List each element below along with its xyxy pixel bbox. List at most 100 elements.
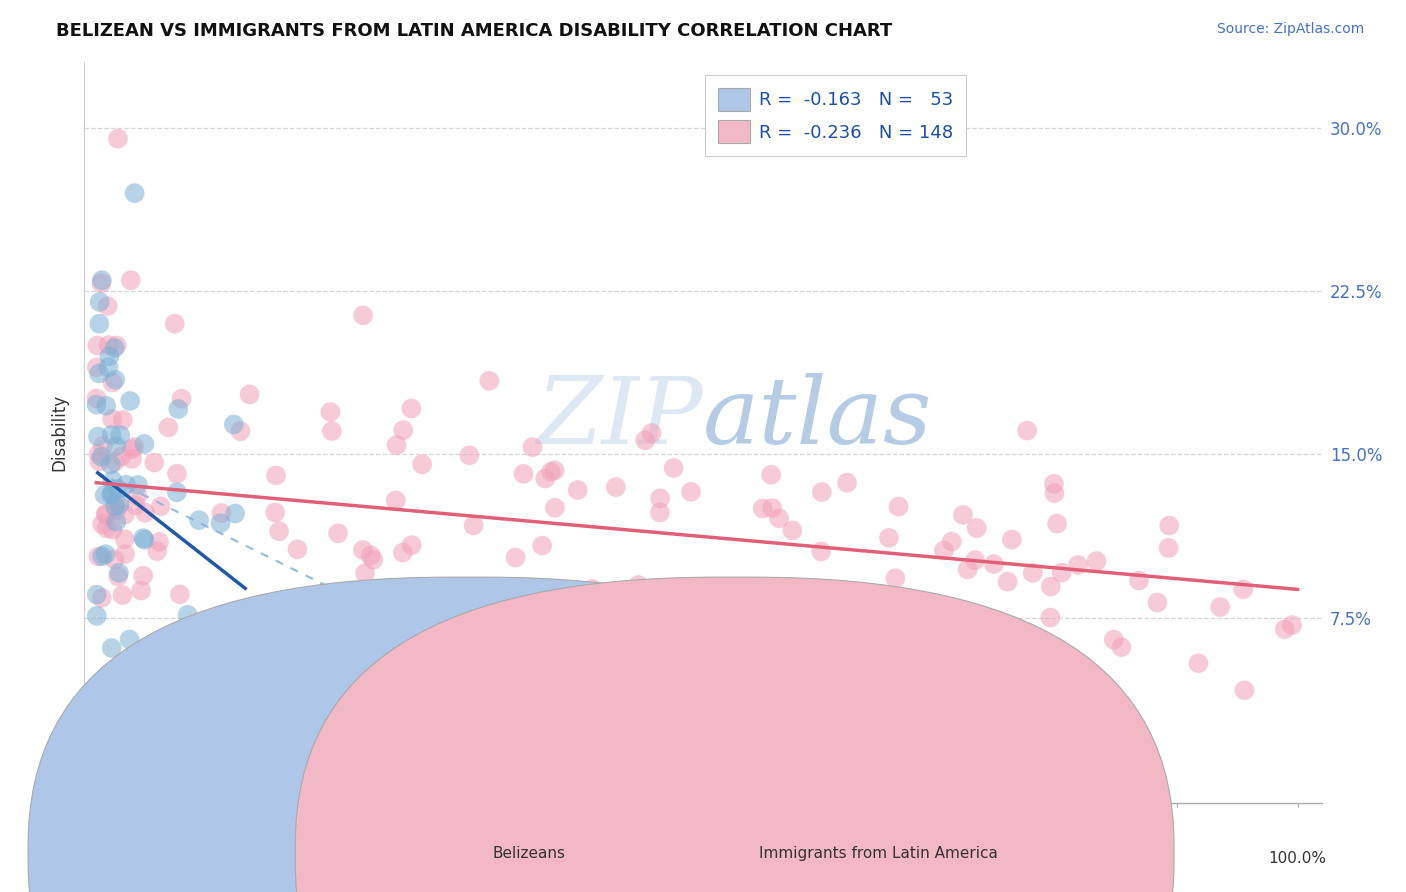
Point xyxy=(124,186,146,200)
Point xyxy=(89,295,111,310)
Point xyxy=(384,493,406,508)
Point xyxy=(1187,656,1209,670)
Point xyxy=(177,643,200,657)
Point xyxy=(132,531,155,545)
Point xyxy=(105,504,128,518)
Point xyxy=(97,338,120,352)
Point xyxy=(963,553,986,567)
Point xyxy=(120,654,142,668)
Text: BELIZEAN VS IMMIGRANTS FROM LATIN AMERICA DISABILITY CORRELATION CHART: BELIZEAN VS IMMIGRANTS FROM LATIN AMERIC… xyxy=(56,22,893,40)
Point xyxy=(458,448,481,462)
Point xyxy=(101,412,124,426)
Point xyxy=(86,588,108,602)
Point xyxy=(835,475,858,490)
Point xyxy=(105,338,128,352)
Point xyxy=(96,521,118,535)
Point xyxy=(1017,424,1039,438)
Point xyxy=(207,665,229,680)
Point xyxy=(107,482,129,496)
Point xyxy=(86,360,108,375)
Point xyxy=(90,276,112,290)
Point xyxy=(1232,582,1254,597)
Point xyxy=(120,394,142,409)
Point xyxy=(662,461,685,475)
Point xyxy=(1039,610,1062,624)
Point xyxy=(1157,541,1180,555)
Point xyxy=(134,533,156,547)
Text: Source: ZipAtlas.com: Source: ZipAtlas.com xyxy=(1216,22,1364,37)
Point xyxy=(1233,683,1256,698)
Point xyxy=(287,542,309,557)
Point xyxy=(1111,640,1133,654)
Point xyxy=(105,515,128,529)
Point xyxy=(679,484,702,499)
Point xyxy=(93,488,115,502)
Point xyxy=(87,447,110,461)
Point xyxy=(124,440,146,454)
Point xyxy=(114,508,136,522)
Point xyxy=(941,534,963,549)
Point xyxy=(114,547,136,561)
Point xyxy=(877,531,900,545)
Point xyxy=(121,442,143,457)
Point xyxy=(1092,684,1115,698)
Point xyxy=(188,513,211,527)
Point xyxy=(98,350,121,364)
Point xyxy=(149,500,172,514)
Point xyxy=(782,524,804,538)
Text: 100.0%: 100.0% xyxy=(1268,851,1327,866)
Point xyxy=(86,398,108,412)
Point xyxy=(354,566,377,581)
Point xyxy=(1039,579,1062,593)
Point xyxy=(543,463,565,477)
Point xyxy=(932,543,955,558)
Point xyxy=(143,456,166,470)
Point xyxy=(94,399,117,413)
Point xyxy=(91,517,114,532)
Point xyxy=(966,521,988,535)
Point xyxy=(127,489,149,503)
Point xyxy=(215,665,238,680)
Point xyxy=(1046,516,1069,531)
Point xyxy=(166,485,188,500)
Point xyxy=(105,495,128,509)
Point xyxy=(114,532,136,546)
Point xyxy=(361,553,384,567)
Point xyxy=(648,506,671,520)
Point xyxy=(352,543,374,558)
Point xyxy=(134,698,156,712)
Point xyxy=(87,429,110,443)
Point xyxy=(166,467,188,481)
Point xyxy=(884,571,907,585)
Point xyxy=(209,506,232,520)
Point xyxy=(173,663,195,677)
Point xyxy=(129,583,152,598)
Point xyxy=(100,488,122,502)
Point xyxy=(87,549,110,564)
Point xyxy=(540,638,562,652)
Point xyxy=(759,467,782,482)
Point xyxy=(605,480,627,494)
Point xyxy=(1022,632,1045,646)
Text: Immigrants from Latin America: Immigrants from Latin America xyxy=(759,847,998,861)
Point xyxy=(567,483,589,497)
Point xyxy=(385,438,408,452)
Point xyxy=(108,498,131,512)
Point xyxy=(100,486,122,500)
Point xyxy=(105,439,128,453)
Point xyxy=(174,731,197,745)
Text: atlas: atlas xyxy=(703,373,932,463)
Point xyxy=(103,552,125,566)
Point xyxy=(90,273,112,287)
Point xyxy=(100,428,122,442)
Point xyxy=(634,434,657,448)
Point xyxy=(127,478,149,492)
Point xyxy=(98,666,121,681)
Point xyxy=(352,309,374,323)
Point xyxy=(91,549,114,564)
Point xyxy=(90,591,112,605)
Point xyxy=(89,317,111,331)
Point xyxy=(97,299,120,313)
Point xyxy=(401,401,423,416)
Point xyxy=(134,506,156,520)
